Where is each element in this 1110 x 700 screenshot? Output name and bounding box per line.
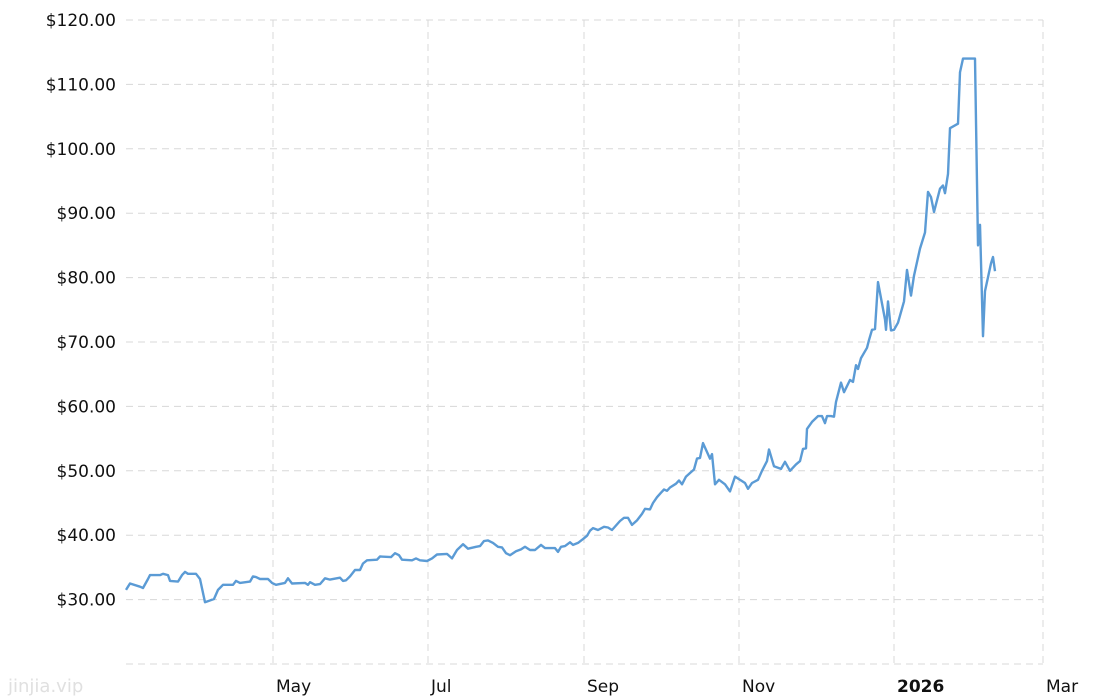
x-tick-label: Jul xyxy=(430,677,452,697)
y-axis-labels: $30.00 $40.00 $50.00 $60.00 $70.00 $80.00 $90.… xyxy=(46,11,116,611)
price-series-line xyxy=(124,57,997,604)
y-tick-label: $110.00 xyxy=(46,75,116,95)
y-tick-label: $40.00 xyxy=(57,526,116,546)
y-tick-label: $50.00 xyxy=(57,462,116,482)
y-tick-label: $60.00 xyxy=(57,397,116,417)
y-tick-label: $80.00 xyxy=(57,269,116,289)
y-tick-label: $90.00 xyxy=(57,204,116,224)
x-tick-label: Nov xyxy=(742,677,775,697)
x-tick-label: Mar xyxy=(1046,677,1078,697)
watermark: jinjia.vip xyxy=(7,676,83,697)
y-tick-label: $120.00 xyxy=(46,11,116,31)
x-tick-label: May xyxy=(276,677,311,697)
x-axis-labels: May Jul Sep Nov 2026 Mar xyxy=(276,677,1078,697)
y-tick-label: $70.00 xyxy=(57,333,116,353)
y-tick-label: $30.00 xyxy=(57,591,116,611)
x-tick-label: Sep xyxy=(587,677,619,697)
x-tick-label: 2026 xyxy=(897,677,944,697)
y-tick-label: $100.00 xyxy=(46,140,116,160)
